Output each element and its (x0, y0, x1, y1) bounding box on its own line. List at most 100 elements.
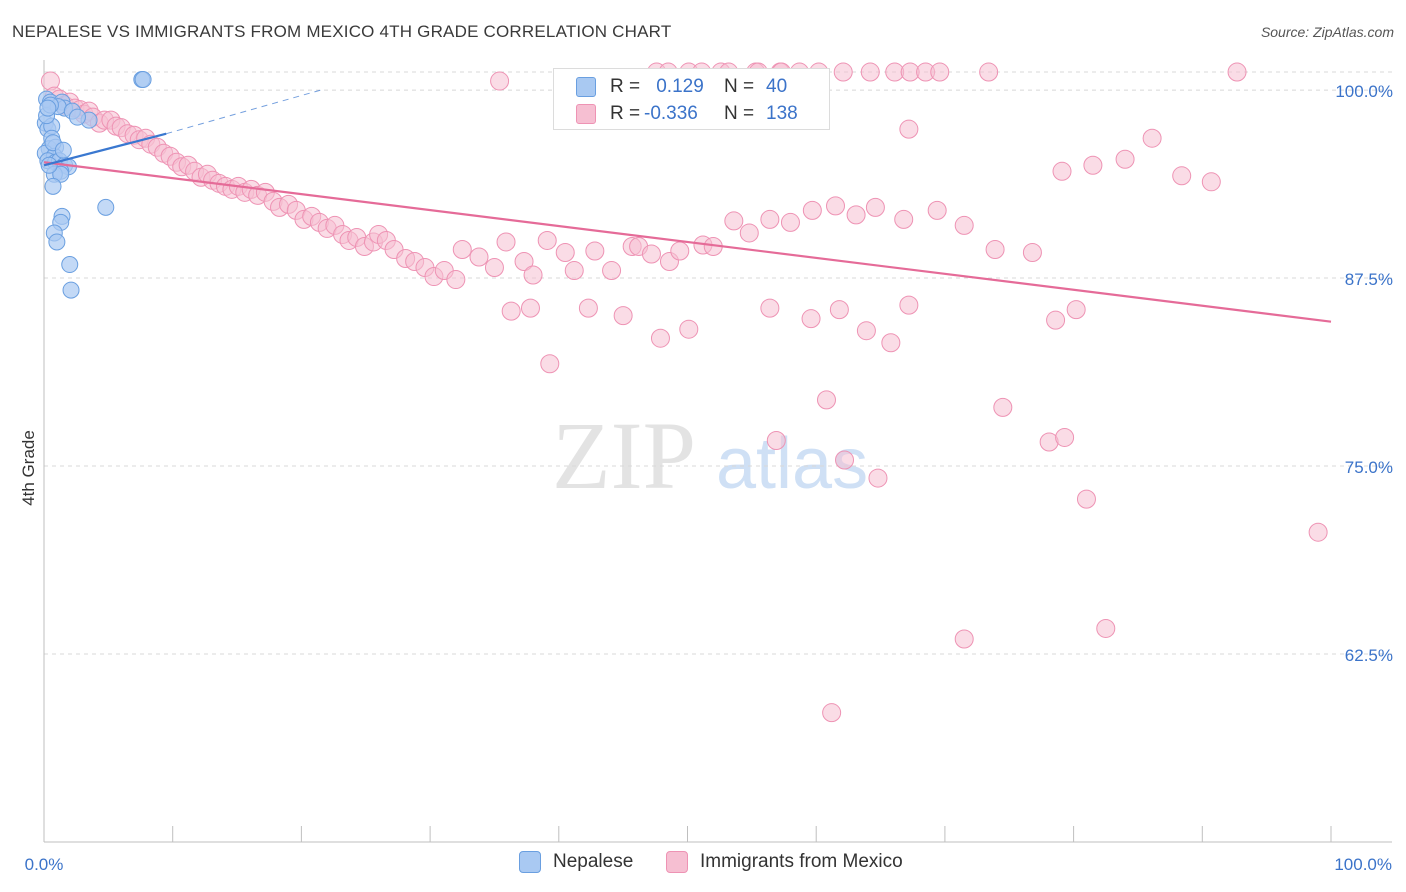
y-tick-label: 87.5% (1345, 270, 1393, 289)
mexico-point (446, 270, 466, 290)
nepalese-legend-swatch (519, 851, 541, 873)
mexico-point (613, 306, 633, 326)
y-tick-label: 100.0% (1335, 82, 1393, 101)
r-label: R = (610, 103, 641, 124)
mexico-legend-label: Immigrants from Mexico (700, 851, 903, 872)
mexico-point (835, 450, 855, 470)
y-tick-labels: 62.5% 75.0% 87.5% 100.0% (1335, 82, 1393, 665)
mexico-point (856, 321, 876, 341)
y-tick-label: 62.5% (1345, 646, 1393, 665)
mexico-point (868, 468, 888, 488)
mexico-point (578, 298, 598, 318)
nepalese-legend-label: Nepalese (553, 851, 634, 872)
mexico-point (760, 298, 780, 318)
mexico-point (846, 205, 866, 225)
x-tick-labels: 0.0% 100.0% (25, 855, 1392, 874)
nepalese-point (39, 99, 57, 117)
mexico-point (501, 301, 521, 321)
mexico-point (1115, 149, 1135, 169)
mexico-point (801, 309, 821, 329)
mexico-point (829, 300, 849, 320)
mexico-point (641, 244, 661, 264)
mexico-point (496, 232, 516, 252)
gridlines (44, 71, 1392, 655)
mexico-point (537, 230, 557, 250)
mexico-point (985, 239, 1005, 259)
trend-lines (43, 89, 1332, 323)
mexico-point (585, 241, 605, 261)
mexico-point (860, 62, 880, 82)
mexico-point (514, 252, 534, 272)
x-tick-label-end: 100.0% (1334, 855, 1392, 874)
r-value: -0.336 (644, 103, 698, 124)
mexico-point (993, 397, 1013, 417)
mexico-point (602, 261, 622, 281)
watermark-zip: ZIP (552, 402, 696, 509)
legend-row-nepalese: R = 0.129 N = 40 (576, 75, 787, 99)
nepalese-trend-line (43, 132, 167, 167)
n-label: N = (724, 76, 755, 97)
mexico-point (1201, 172, 1221, 192)
n-value: 40 (766, 76, 788, 97)
stats-legend: R = 0.129 N = 40 R = -0.336 N = 138 (553, 68, 830, 130)
mexico-point (1227, 62, 1247, 82)
mexico-swatch (576, 104, 596, 124)
nepalese-swatch (576, 77, 596, 97)
mexico-point (822, 703, 842, 723)
mexico-point (816, 390, 836, 410)
mexico-point (1308, 522, 1328, 542)
x-tick-label-start: 0.0% (25, 855, 64, 874)
mexico-point (523, 265, 543, 285)
mexico-point (1022, 242, 1042, 262)
mexico-point (679, 319, 699, 339)
mexico-point (930, 62, 950, 82)
nepalese-point (48, 233, 66, 251)
y-tick-label: 75.0% (1345, 458, 1393, 477)
mexico-point (490, 71, 510, 91)
mexico-point (1055, 427, 1075, 447)
mexico-point (540, 354, 560, 374)
mexico-point (894, 209, 914, 229)
mexico-point (555, 242, 575, 262)
r-value: 0.129 (656, 76, 704, 97)
axes (43, 60, 1392, 843)
nepalese-point (40, 156, 58, 174)
r-label: R = (610, 76, 641, 97)
mexico-point (802, 200, 822, 220)
mexico-point (927, 200, 947, 220)
mexico-point (1172, 166, 1192, 186)
nepalese-point (97, 198, 115, 216)
nepalese-points (36, 71, 152, 299)
nepalese-point (44, 177, 62, 195)
chart-title: NEPALESE VS IMMIGRANTS FROM MEXICO 4TH G… (12, 22, 672, 41)
mexico-point (670, 241, 690, 261)
mexico-point (780, 212, 800, 232)
mexico-point (865, 197, 885, 217)
series-legend: Nepalese Immigrants from Mexico (0, 851, 1406, 877)
legend-row-mexico: R = -0.336 N = 138 (576, 102, 798, 126)
watermark: ZIP atlas (552, 402, 868, 509)
mexico-legend-swatch (666, 851, 688, 873)
source-label: Source: ZipAtlas.com (1260, 24, 1394, 40)
mexico-point (954, 629, 974, 649)
immigrants-from-mexico-points (40, 62, 1328, 723)
mexico-point (766, 430, 786, 450)
legend-item-nepalese: Nepalese (519, 851, 633, 873)
nepalese-point (68, 108, 86, 126)
mexico-point (899, 295, 919, 315)
mexico-point (484, 258, 504, 278)
nepalese-point (54, 141, 72, 159)
mexico-trend-line (43, 161, 1332, 323)
n-label: N = (724, 103, 755, 124)
mexico-point (1142, 128, 1162, 148)
n-value: 138 (766, 103, 798, 124)
nepalese-point (62, 281, 80, 299)
mexico-point (1076, 489, 1096, 509)
mexico-point (833, 62, 853, 82)
mexico-point (881, 333, 901, 353)
y-axis-label: 4th Grade (19, 430, 38, 506)
mexico-point (1052, 161, 1072, 181)
mexico-point (826, 196, 846, 216)
legend-item-mexico: Immigrants from Mexico (666, 851, 903, 873)
